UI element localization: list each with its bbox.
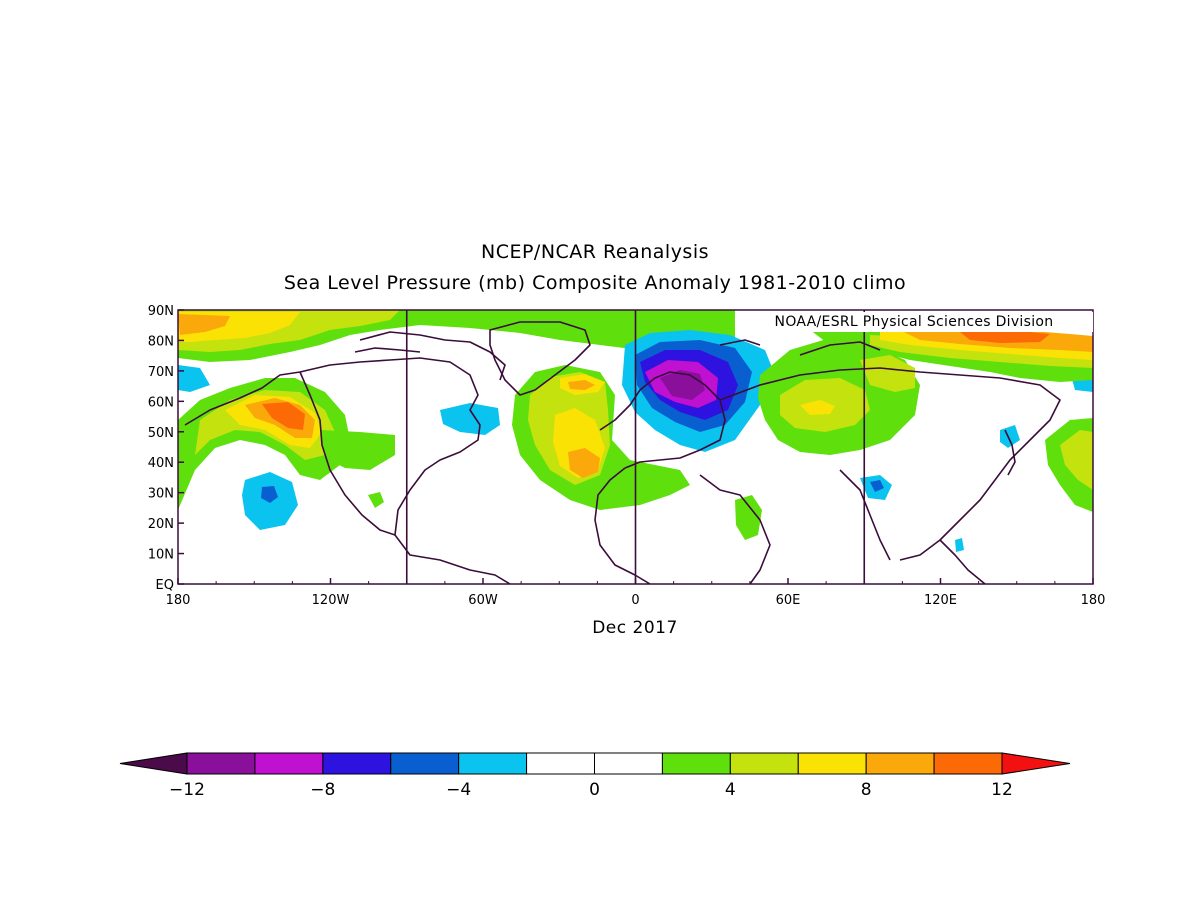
lat-tick-label: 60N bbox=[148, 395, 174, 410]
colorbar-label: −12 bbox=[169, 780, 205, 800]
lat-tick-label: 30N bbox=[148, 487, 174, 502]
lon-tick-label: 60E bbox=[776, 593, 801, 608]
lon-tick-label: 120W bbox=[312, 593, 350, 608]
lon-tick-label: 180 bbox=[166, 593, 191, 608]
colorbar-high-arrow bbox=[1001, 752, 1071, 775]
coastlines bbox=[184, 321, 1061, 584]
lat-tick-label: 10N bbox=[148, 548, 174, 563]
colorbar-swatch bbox=[526, 752, 595, 775]
lat-tick-label: 90N bbox=[148, 304, 174, 319]
colorbar-swatch bbox=[797, 752, 867, 775]
colorbar-swatch bbox=[322, 752, 392, 775]
lon-tick-label: 180 bbox=[1081, 593, 1106, 608]
longitude-axis: 180 120W 60W 0 60E 120E 180 bbox=[166, 578, 1106, 608]
lon-tick-label: 60W bbox=[468, 593, 498, 608]
colorbar-label: −4 bbox=[446, 780, 471, 800]
credit-label: NOAA/ESRL Physical Sciences Division bbox=[735, 312, 1093, 332]
colorbar-label: −8 bbox=[310, 780, 335, 800]
lat-tick-label: 50N bbox=[148, 426, 174, 441]
lat-tick-label: 20N bbox=[148, 517, 174, 532]
map-subtitle: Sea Level Pressure (mb) Composite Anomal… bbox=[283, 272, 907, 294]
lon-tick-label: 0 bbox=[631, 593, 639, 608]
colorbar-swatch bbox=[458, 752, 528, 775]
colorbar-label: 0 bbox=[589, 780, 600, 800]
colorbar-low-arrow bbox=[119, 752, 188, 775]
lat-tick-label: EQ bbox=[156, 578, 174, 593]
colorbar-swatch bbox=[254, 752, 324, 775]
colorbar-swatch bbox=[390, 752, 460, 775]
colorbar-swatch bbox=[865, 752, 935, 775]
lat-tick-label: 40N bbox=[148, 456, 174, 471]
reference-meridians bbox=[405, 310, 866, 584]
latitude-axis: EQ 10N 20N 30N 40N 50N 60N 70N 80N 90N bbox=[148, 304, 184, 593]
period-label: Dec 2017 bbox=[592, 618, 678, 638]
colorbar-label: 8 bbox=[861, 780, 872, 800]
lat-tick-label: 80N bbox=[148, 334, 174, 349]
colorbar: −12 −8 −4 0 4 8 12 bbox=[119, 752, 1071, 800]
colorbar-swatch bbox=[661, 752, 731, 775]
map-title: NCEP/NCAR Reanalysis bbox=[480, 241, 710, 263]
lon-tick-label: 120E bbox=[924, 593, 957, 608]
colorbar-label: 4 bbox=[725, 780, 736, 800]
map-plot-area bbox=[178, 310, 1093, 584]
colorbar-swatch bbox=[729, 752, 799, 775]
colorbar-label: 12 bbox=[991, 780, 1013, 800]
colorbar-swatch bbox=[933, 752, 1003, 775]
lat-tick-label: 70N bbox=[148, 365, 174, 380]
anomaly-field bbox=[178, 310, 1093, 552]
colorbar-swatch bbox=[594, 752, 663, 775]
colorbar-swatch bbox=[186, 752, 256, 775]
